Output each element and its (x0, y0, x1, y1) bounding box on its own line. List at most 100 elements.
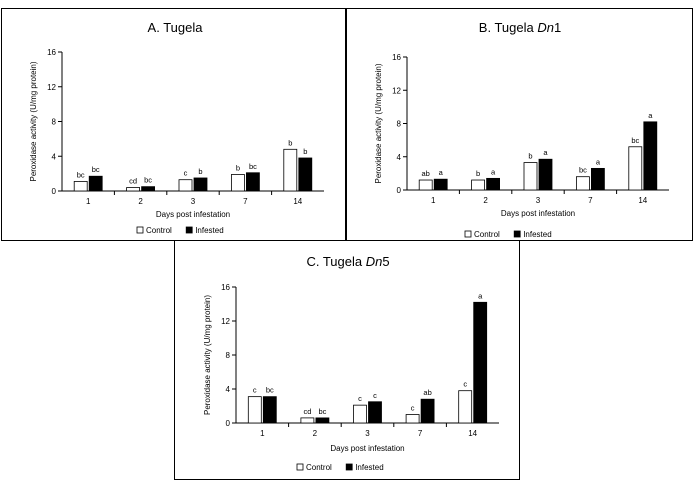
y-tick-label: 12 (221, 317, 230, 326)
bar-control (405, 414, 420, 424)
bar-data-label: b (288, 138, 292, 147)
bar-data-label: bc (249, 162, 257, 171)
bar-control (458, 390, 473, 424)
bar-infested (141, 186, 156, 192)
x-tick-label: 14 (293, 197, 302, 206)
chart-title: B. Tugela Dn1 (479, 20, 561, 35)
bar-infested (433, 178, 448, 191)
bar-infested (473, 301, 488, 424)
chart-title-main: A. Tugela (148, 20, 204, 35)
chart-title-suffix: 1 (554, 20, 561, 35)
chart-title-suffix: 5 (382, 254, 389, 269)
bar-control (353, 404, 367, 424)
bar-data-label: bc (318, 407, 326, 416)
bar-data-label: b (198, 167, 202, 176)
y-tick-label: 8 (52, 118, 57, 127)
x-tick-label: 7 (588, 196, 593, 205)
y-tick-label: 16 (221, 283, 230, 292)
legend-swatch-infested (513, 230, 521, 238)
chart-title-italic: Dn (366, 254, 383, 269)
bar-data-label: bc (92, 165, 100, 174)
x-axis-label: Days post infestation (501, 209, 575, 218)
x-tick-label: 3 (536, 196, 541, 205)
bar-data-label: bc (579, 166, 587, 175)
x-tick-label: 3 (191, 197, 196, 206)
bar-data-label: a (478, 291, 483, 300)
bar-infested (538, 158, 553, 191)
bar-data-label: c (184, 169, 188, 178)
bar-data-label: c (373, 391, 377, 400)
chart-title: A. Tugela (148, 20, 204, 35)
panel-b: B. Tugela Dn1 0 4 8 12 16 Peroxidase activity … (346, 8, 693, 241)
legend-swatch-control (296, 463, 304, 471)
chart-title-main: C. Tugela (306, 254, 365, 269)
panel-a: A. Tugela 0 4 8 12 16 Peroxidase activity (U/m… (1, 8, 346, 241)
y-tick-label: 16 (392, 53, 401, 62)
x-tick-label: 1 (260, 429, 265, 438)
bar-data-label: c (358, 394, 362, 403)
bar-infested (262, 396, 277, 424)
bar-data-label: b (476, 169, 480, 178)
bar-control (126, 187, 140, 192)
x-axis-label: Days post infestation (156, 210, 230, 219)
x-tick-label: 2 (483, 196, 488, 205)
legend-label-infested: Infested (523, 230, 551, 239)
x-tick-label: 14 (468, 429, 477, 438)
chart-title-italic: Dn (537, 20, 554, 35)
legend-label-control: Control (474, 230, 500, 239)
bar-infested (315, 417, 330, 424)
bar-control (300, 417, 315, 424)
bar-control (628, 146, 643, 191)
bar-control (471, 179, 485, 191)
bar-data-label: bc (631, 136, 639, 145)
y-tick-label: 12 (47, 83, 56, 92)
bar-data-label: cd (129, 177, 137, 186)
x-tick-label: 2 (313, 429, 318, 438)
y-tick-label: 0 (226, 419, 231, 428)
bar-infested (88, 175, 103, 192)
y-tick-label: 16 (47, 48, 56, 57)
bar-control (178, 179, 193, 192)
bar-control (575, 176, 590, 191)
x-tick-label: 3 (365, 429, 370, 438)
bar-infested (420, 398, 435, 424)
y-axis-label: Peroxidase activity (U/mg protein) (374, 63, 383, 183)
bar-data-label: bc (266, 386, 274, 395)
legend-swatch-infested (185, 226, 193, 234)
y-axis-label: Peroxidase activity (U/mg protein) (203, 295, 212, 415)
x-tick-label: 14 (638, 196, 647, 205)
legend-swatch-infested (345, 463, 353, 471)
x-tick-label: 1 (431, 196, 436, 205)
bar-control (230, 174, 245, 192)
bar-data-label: a (596, 157, 601, 166)
bar-data-label: ab (423, 388, 431, 397)
bar-infested (486, 177, 501, 191)
bar-infested (245, 172, 260, 192)
legend-label-infested: Infested (355, 463, 383, 472)
bar-data-label: ab (422, 169, 430, 178)
legend-swatch-control (136, 226, 144, 234)
y-tick-label: 0 (397, 186, 402, 195)
bar-infested (368, 401, 382, 424)
legend-label-infested: Infested (195, 226, 223, 235)
bar-data-label: b (303, 147, 307, 156)
y-tick-label: 0 (52, 187, 57, 196)
bar-infested (298, 157, 313, 192)
bar-control (283, 148, 298, 192)
bar-infested (590, 167, 605, 191)
x-tick-label: 7 (418, 429, 423, 438)
bar-control (523, 162, 538, 191)
bar-data-label: c (411, 404, 415, 413)
bar-infested (193, 177, 208, 192)
y-tick-label: 8 (226, 351, 231, 360)
legend-swatch-control (464, 230, 472, 238)
x-tick-label: 2 (138, 197, 143, 206)
bar-data-label: a (543, 148, 548, 157)
bar-data-label: a (439, 168, 444, 177)
y-tick-label: 4 (226, 385, 231, 394)
y-tick-label: 8 (397, 120, 402, 129)
y-axis-label: Peroxidase activity (U/mg protein) (29, 61, 38, 181)
